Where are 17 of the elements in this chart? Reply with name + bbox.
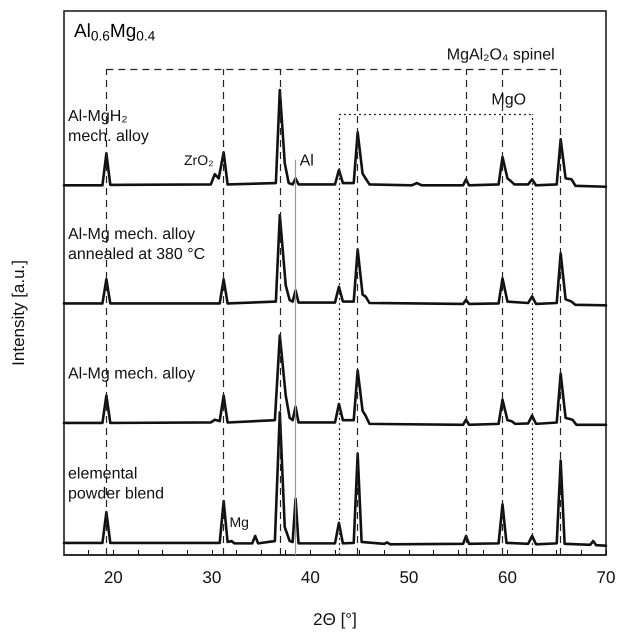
annotation: Mg	[229, 514, 249, 530]
x-tick-label: 40	[300, 568, 320, 587]
series-label: Al-Mg mech. alloy annealed at 380 °C	[68, 226, 206, 263]
annotation: ZrO₂	[184, 152, 214, 168]
x-axis-title: 2Θ [°]	[313, 610, 357, 629]
ref-line-label: Al	[300, 152, 314, 170]
series-label: elemental powder blend	[68, 465, 164, 502]
series-label: Al-Mg mech. alloy	[68, 365, 196, 382]
x-tick-label: 50	[399, 568, 418, 587]
ref-line-label: MgAl₂O₄ spinel	[446, 46, 555, 64]
y-axis-title: Intensity [a.u.]	[9, 260, 28, 366]
x-tick-label: 70	[596, 568, 616, 587]
x-tick-label: 60	[498, 568, 517, 587]
series-label: Al-MgH₂ mech. alloy	[68, 108, 149, 145]
x-tick-label: 20	[104, 568, 123, 587]
x-tick-label: 30	[202, 568, 222, 587]
ref-line-label: MgO	[491, 92, 526, 109]
